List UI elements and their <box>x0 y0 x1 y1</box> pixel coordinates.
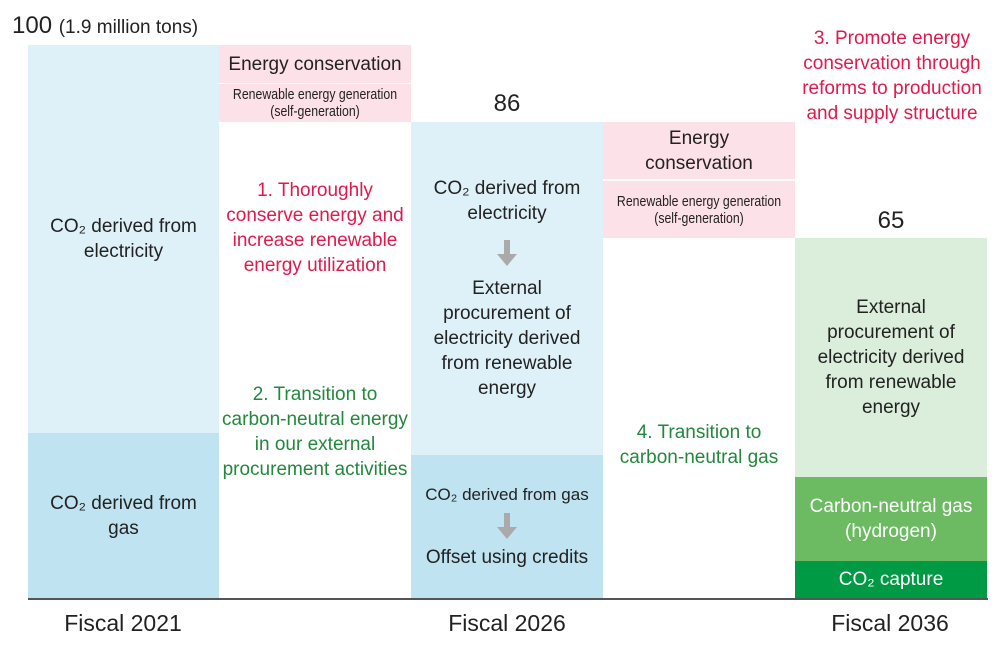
measure-1-text: 1. Thoroughly conserve energy and increa… <box>226 180 404 276</box>
reduction2-renewable-block: Renewable energy generation (self-genera… <box>603 181 795 238</box>
reduction1-renewable-block: Renewable energy generation (self-genera… <box>219 84 411 122</box>
arrow-down-icon <box>497 512 517 539</box>
value-unit: (1.9 million tons) <box>58 17 199 38</box>
block-label: Energy conservation <box>228 53 402 75</box>
block-label: External procurement of electricity deri… <box>817 297 965 418</box>
fy2026-electricity-block: CO₂ derived from electricity External pr… <box>411 122 603 455</box>
block-label: CO₂ derived from electricity <box>433 178 581 224</box>
fy2026-gas-block: CO₂ derived from gas Offset using credit… <box>411 455 603 598</box>
measure-3-text: 3. Promote energy conservation through r… <box>802 28 982 124</box>
baseline <box>28 598 988 600</box>
fy2036-capture-block: CO₂ capture <box>795 561 987 598</box>
reduction1-conservation-block: Energy conservation <box>219 45 411 83</box>
fy2036-hydrogen-block: Carbon-neutral gas (hydrogen) <box>795 477 987 561</box>
block-label: Energy conservation <box>645 127 753 174</box>
arrow-down-icon <box>497 240 517 266</box>
block-label: CO₂ derived from gas <box>425 484 589 504</box>
block-label: Renewable energy generation (self-genera… <box>232 86 398 120</box>
block-label: CO₂ derived from gas <box>50 492 197 539</box>
block-label: External procurement of electricity deri… <box>433 278 581 399</box>
block-label: CO₂ capture <box>838 569 944 590</box>
measure-4-text: 4. Transition to carbon-neutral gas <box>619 422 779 468</box>
fy2021-electricity-block: CO₂ derived from electricity <box>28 45 219 433</box>
block-label: Offset using credits <box>425 546 589 568</box>
xlabel-2026: Fiscal 2026 <box>448 610 566 636</box>
block-label: CO₂ derived from electricity <box>50 216 197 262</box>
xlabel-2021: Fiscal 2021 <box>64 610 182 636</box>
block-label: Carbon-neutral gas (hydrogen) <box>809 496 973 542</box>
reduction2-conservation-block: Energy conservation <box>603 122 795 179</box>
value-number: 100 <box>12 12 53 39</box>
block-label: Renewable energy generation (self-genera… <box>616 192 782 227</box>
fy2021-gas-block: CO₂ derived from gas <box>28 433 219 598</box>
value-2021: 100 (1.9 million tons) <box>12 12 198 42</box>
value-2036: 65 <box>877 207 905 234</box>
xlabel-2036: Fiscal 2036 <box>831 610 949 636</box>
value-2026: 86 <box>493 90 521 117</box>
fy2036-external-block: External procurement of electricity deri… <box>795 238 987 477</box>
measure-2-text: 2. Transition to carbon-neutral energy i… <box>222 384 408 480</box>
